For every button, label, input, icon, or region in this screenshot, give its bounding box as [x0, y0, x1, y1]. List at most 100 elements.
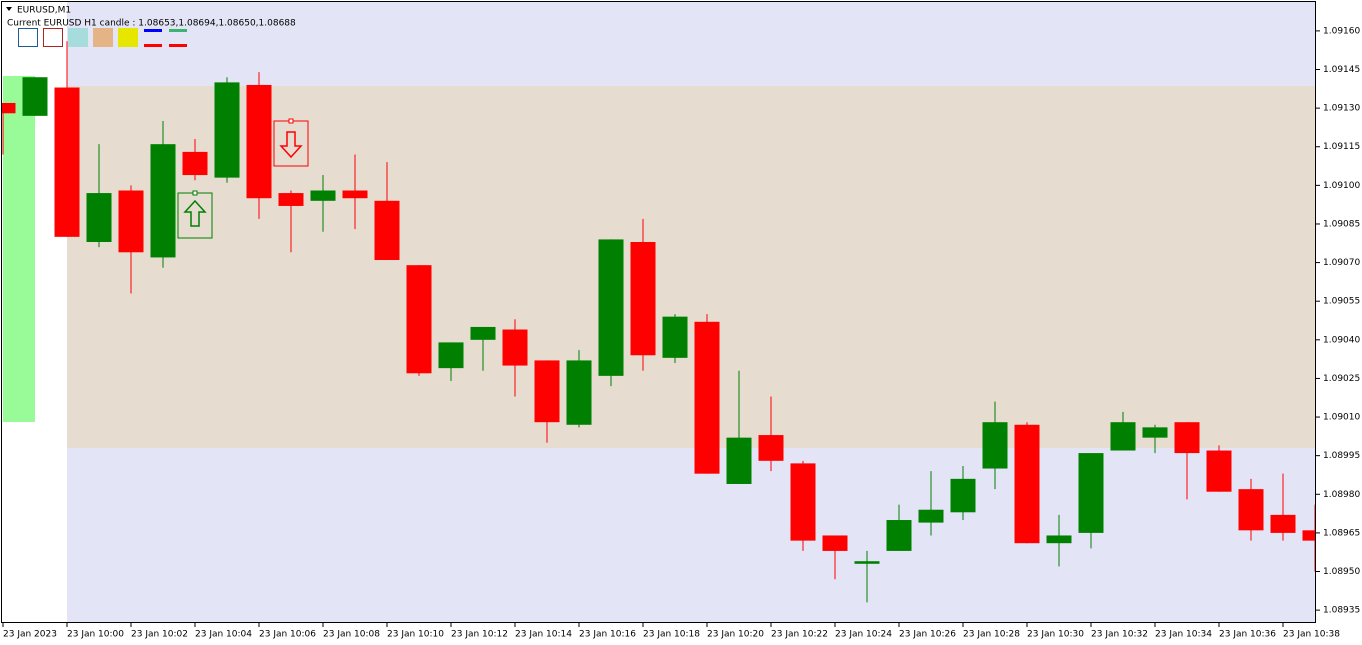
candle-body [918, 509, 944, 523]
down-arrow [279, 131, 303, 159]
chart-title: EURUSD,M1 [17, 6, 71, 16]
x-tick-label: 23 Jan 10:02 [131, 630, 188, 640]
candle-body [822, 535, 848, 551]
candle-body [1014, 424, 1040, 544]
x-tick-label: 23 Jan 10:24 [835, 630, 892, 640]
candle-body [150, 144, 176, 258]
sell-signal-handle [288, 118, 294, 124]
candle-body [790, 463, 816, 541]
x-tick-label: 23 Jan 10:22 [771, 630, 828, 640]
candle-body [1046, 535, 1072, 544]
y-tick-label: 1.09040 [1323, 335, 1360, 345]
x-tick-label: 23 Jan 10:04 [195, 630, 252, 640]
swatch-line [169, 44, 187, 47]
candle-body [1302, 530, 1316, 541]
candle-body [246, 84, 272, 199]
x-tick-label: 23 Jan 10:28 [963, 630, 1020, 640]
candle-body [438, 342, 464, 369]
y-tick-label: 1.09085 [1323, 219, 1360, 229]
y-tick-label: 1.08965 [1323, 528, 1360, 538]
y-tick-label: 1.08980 [1323, 490, 1360, 500]
x-tick-label: 23 Jan 10:10 [387, 630, 444, 640]
candle-body [342, 190, 368, 199]
candle-body [566, 360, 592, 425]
y-tick-label: 1.09010 [1323, 413, 1360, 423]
candle-body [22, 77, 48, 116]
green-zone [3, 76, 35, 422]
x-tick-label: 23 Jan 10:38 [1283, 630, 1340, 640]
x-tick-label: 23 Jan 10:00 [67, 630, 124, 640]
candle-body [310, 190, 336, 201]
candle-body [54, 87, 80, 237]
candle-body [598, 239, 624, 376]
candle-body [1110, 422, 1136, 451]
y-tick-label: 1.09145 [1323, 65, 1360, 75]
candle-body [118, 190, 144, 253]
candle-body [534, 360, 560, 423]
x-tick-label: 23 Jan 10:30 [1027, 630, 1084, 640]
candle-body [854, 561, 880, 564]
candle-body [1, 102, 16, 114]
candle-body [886, 520, 912, 551]
x-tick-label: 23 Jan 10:16 [579, 630, 636, 640]
x-tick-label: 23 Jan 10:06 [259, 630, 316, 640]
candle-body [1142, 427, 1168, 438]
y-tick-label: 1.09160 [1323, 26, 1360, 36]
x-tick-label: 23 Jan 10:36 [1219, 630, 1276, 640]
candle-body [406, 265, 432, 374]
candle-body [182, 151, 208, 176]
y-tick-label: 1.08995 [1323, 451, 1360, 461]
x-tick-label: 23 Jan 10:18 [643, 630, 700, 640]
zones [3, 1, 1316, 623]
swatch [43, 28, 63, 47]
y-tick-label: 1.09070 [1323, 258, 1360, 268]
y-tick-label: 1.09025 [1323, 374, 1360, 384]
candle-body [758, 435, 784, 461]
symbol-menu-icon [6, 7, 12, 11]
swatch [68, 28, 88, 47]
y-tick-label: 1.09055 [1323, 297, 1360, 307]
candle-body [1078, 453, 1104, 533]
x-tick-label: 23 Jan 2023 [3, 630, 57, 640]
candle-body [86, 193, 112, 242]
candle-body [694, 321, 720, 474]
signals [177, 118, 309, 239]
y-tick-label: 1.08950 [1323, 567, 1360, 577]
supply-zone [67, 86, 1316, 448]
y-tick-label: 1.09100 [1323, 181, 1360, 191]
x-tick-label: 23 Jan 10:20 [707, 630, 764, 640]
x-tick-label: 23 Jan 10:14 [515, 630, 572, 640]
y-tick-label: 1.09130 [1323, 104, 1360, 114]
candle-body [1238, 489, 1264, 531]
candle-body [982, 422, 1008, 469]
tool-swatches [18, 28, 187, 47]
y-tick-label: 1.08935 [1323, 606, 1360, 616]
candle-body [1174, 422, 1200, 454]
swatch [93, 28, 113, 47]
plot-frame [1, 1, 1316, 623]
candle-body [374, 200, 400, 261]
up-arrow [183, 199, 207, 227]
swatch-line [169, 29, 187, 32]
candle-body [630, 241, 656, 356]
candle-body [1270, 514, 1296, 533]
candle-body [950, 478, 976, 513]
x-tick-label: 23 Jan 10:08 [323, 630, 380, 640]
swatch-line [144, 44, 162, 47]
swatch-line [144, 29, 162, 32]
candle-body [1206, 450, 1232, 492]
candle-body [470, 326, 496, 340]
candle-body [214, 82, 240, 178]
buy-signal-handle [192, 190, 198, 196]
candle-body [662, 316, 688, 358]
candles [1, 41, 1316, 603]
x-tick-label: 23 Jan 10:34 [1155, 630, 1212, 640]
chart-subtitle: Current EURUSD H1 candle : 1.08653,1.086… [7, 19, 296, 29]
x-tick-label: 23 Jan 10:26 [899, 630, 956, 640]
candle-body [502, 329, 528, 366]
candle-body [726, 437, 752, 484]
x-tick-label: 23 Jan 10:12 [451, 630, 508, 640]
swatch [118, 28, 138, 47]
y-tick-label: 1.09115 [1323, 142, 1360, 152]
